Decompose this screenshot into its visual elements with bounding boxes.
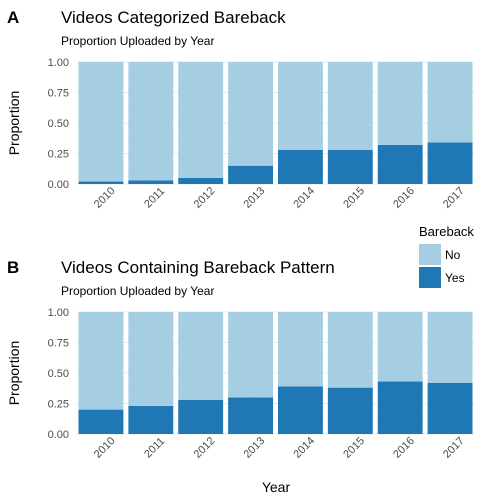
y-tick-label: 0.00 — [48, 179, 69, 191]
chart-subtitle: Proportion Uploaded by Year — [61, 34, 214, 48]
bar-yes-2013 — [228, 397, 274, 434]
bar-no-2011 — [128, 62, 174, 181]
bar-no-2016 — [377, 62, 423, 145]
bar-yes-2011 — [128, 180, 174, 184]
bar-no-2010 — [78, 62, 124, 182]
bar-yes-2010 — [78, 181, 124, 184]
bar-yes-2015 — [327, 387, 373, 434]
x-tick-label: 2011 — [142, 435, 167, 460]
legend-title: Bareback — [419, 224, 474, 239]
y-tick-label: 0.50 — [48, 118, 69, 130]
bar-yes-2015 — [327, 149, 373, 184]
bar-no-2012 — [178, 62, 224, 178]
bar-no-2014 — [277, 62, 323, 150]
bar-yes-2016 — [377, 144, 423, 184]
x-axis-title: Year — [262, 479, 291, 495]
bar-yes-2016 — [377, 381, 423, 434]
bar-yes-2014 — [277, 386, 323, 434]
legend-label-no: No — [445, 248, 461, 262]
chart-title: Videos Containing Bareback Pattern — [61, 258, 335, 277]
chart-subtitle: Proportion Uploaded by Year — [61, 284, 214, 298]
y-tick-label: 1.00 — [48, 307, 69, 319]
bar-no-2016 — [377, 312, 423, 382]
y-axis-title: Proportion — [6, 91, 22, 156]
y-tick-label: 0.25 — [48, 399, 69, 411]
bar-no-2012 — [178, 312, 224, 400]
bar-yes-2012 — [178, 399, 224, 434]
y-tick-label: 0.00 — [48, 429, 69, 441]
y-axis-title: Proportion — [6, 341, 22, 406]
x-tick-label: 2012 — [192, 435, 218, 461]
bar-no-2014 — [277, 312, 323, 387]
bar-no-2010 — [78, 312, 124, 410]
bar-yes-2011 — [128, 405, 174, 434]
bar-no-2013 — [228, 62, 274, 166]
bar-no-2015 — [327, 62, 373, 150]
bar-yes-2017 — [427, 142, 473, 184]
bar-no-2015 — [327, 312, 373, 388]
legend-key-no — [419, 244, 441, 265]
x-tick-label: 2015 — [341, 435, 367, 461]
x-tick-label: 2013 — [242, 435, 268, 461]
x-tick-label: 2014 — [291, 185, 317, 211]
x-tick-label: 2010 — [92, 435, 118, 461]
bar-no-2013 — [228, 312, 274, 398]
chart-title: Videos Categorized Bareback — [61, 8, 286, 27]
x-tick-label: 2016 — [391, 185, 417, 211]
chart-panel-b: B Videos Containing Bareback Pattern Propo… — [6, 258, 475, 461]
bar-no-2017 — [427, 312, 473, 383]
chart-panel-a: A Videos Categorized Bareback Proportion U… — [6, 8, 475, 211]
bar-no-2011 — [128, 312, 174, 406]
bar-yes-2013 — [228, 165, 274, 184]
y-tick-label: 0.50 — [48, 368, 69, 380]
x-tick-label: 2011 — [142, 185, 167, 210]
y-tick-label: 0.25 — [48, 149, 69, 161]
x-tick-label: 2013 — [242, 185, 268, 211]
x-tick-label: 2014 — [291, 435, 317, 461]
bar-no-2017 — [427, 62, 473, 143]
bar-yes-2014 — [277, 149, 323, 184]
y-tick-label: 0.75 — [48, 338, 69, 350]
legend-label-yes: Yes — [445, 271, 465, 285]
panel-letter: A — [7, 8, 19, 27]
x-tick-label: 2017 — [441, 185, 467, 211]
legend-key-yes — [419, 267, 441, 288]
x-tick-label: 2017 — [441, 435, 467, 461]
x-tick-label: 2015 — [341, 185, 367, 211]
panel-letter: B — [7, 258, 19, 277]
x-tick-label: 2010 — [92, 185, 118, 211]
legend: Bareback No Yes — [419, 224, 474, 288]
y-tick-label: 0.75 — [48, 88, 69, 100]
y-tick-label: 1.00 — [48, 57, 69, 69]
bar-yes-2017 — [427, 382, 473, 434]
bar-yes-2010 — [78, 409, 124, 434]
x-tick-label: 2012 — [192, 185, 218, 211]
bar-yes-2012 — [178, 177, 224, 184]
x-tick-label: 2016 — [391, 435, 417, 461]
